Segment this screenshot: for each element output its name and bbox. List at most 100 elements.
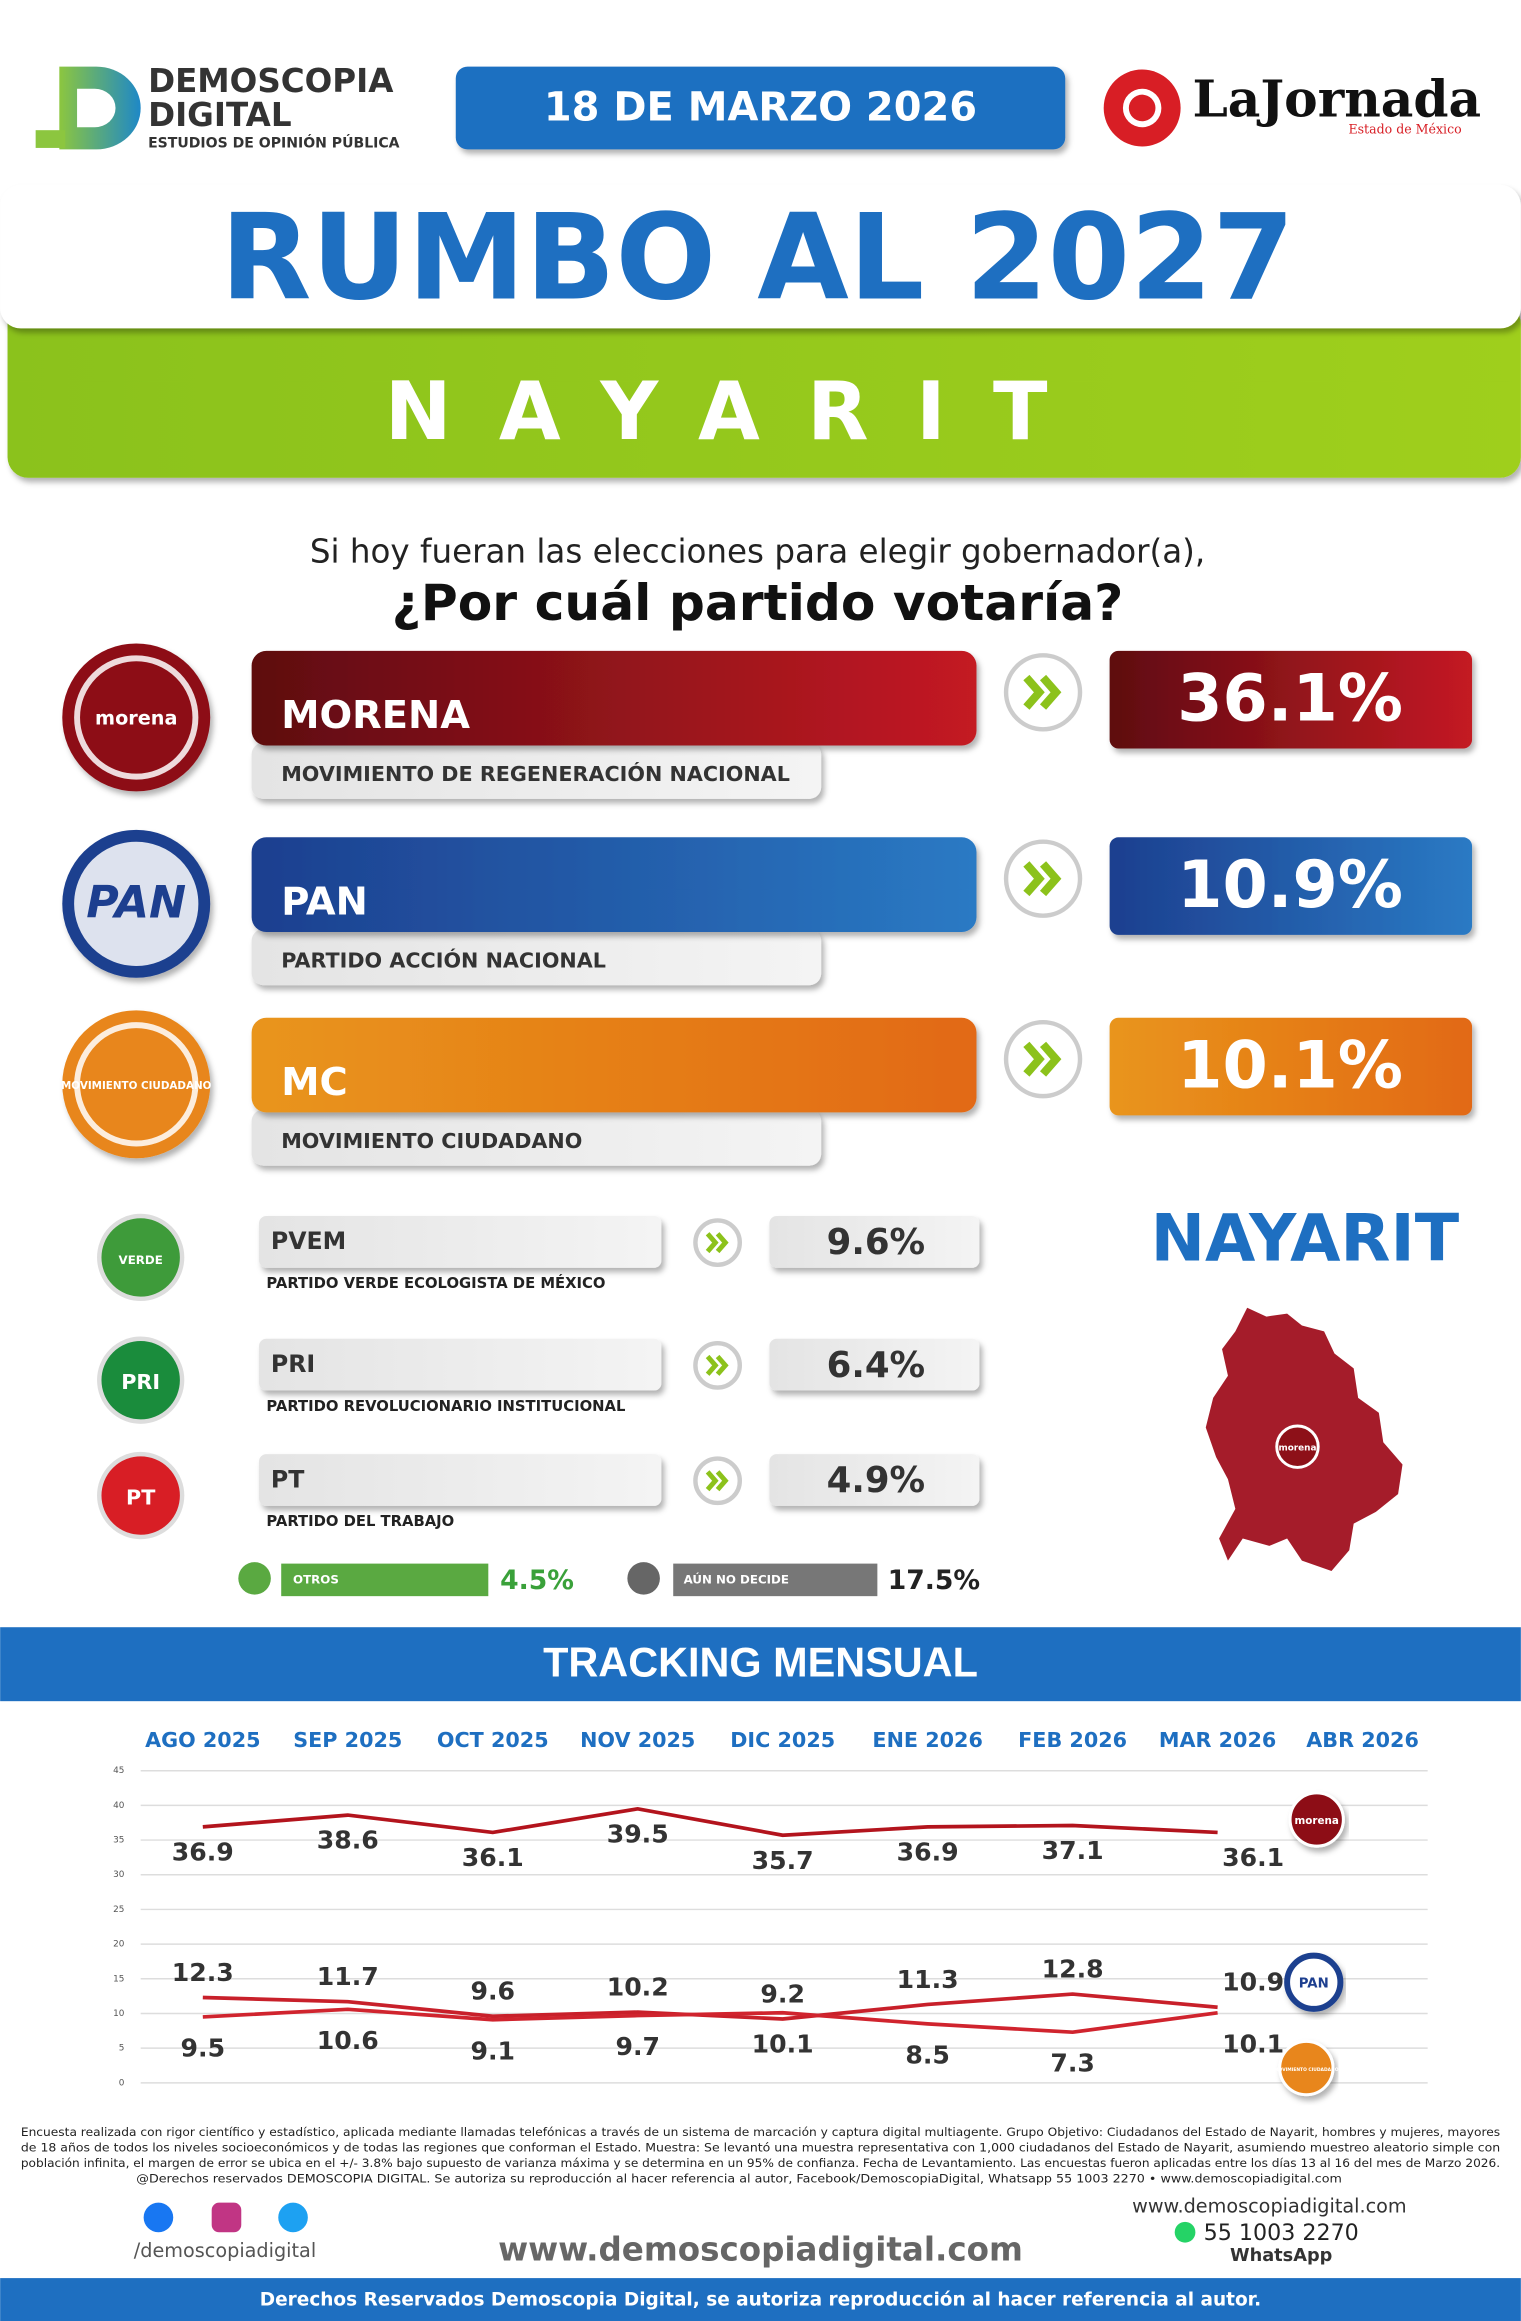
party-bar: [251, 1017, 977, 1113]
data-label: 10.9: [1222, 1968, 1284, 1997]
brand-name: DIGITAL: [148, 96, 291, 134]
party-value: 10.1%: [1177, 1029, 1403, 1104]
party-value: 10.9%: [1177, 848, 1403, 923]
brand-name: DEMOSCOPIA: [148, 62, 394, 100]
party-name: PT: [271, 1465, 305, 1493]
facebook-icon: [143, 2202, 174, 2233]
title: RUMBO AL 2027: [220, 188, 1294, 326]
party-logo-ring: [74, 841, 199, 966]
series-line: [202, 2007, 1218, 2035]
party-full-name: PARTIDO DEL TRABAJO: [266, 1513, 454, 1530]
data-label: 36.1: [1222, 1843, 1284, 1872]
others-label: OTROS: [293, 1572, 339, 1586]
legend-logo: [1278, 2039, 1335, 2097]
value-box: [1109, 837, 1473, 935]
party-subtitle-box: [251, 742, 822, 799]
party-name-box: [259, 1454, 662, 1506]
title-band: [0, 184, 1521, 329]
whatsapp-icon: [1174, 2221, 1196, 2243]
x-tick-label: SEP 2025: [293, 1728, 402, 1752]
data-label: 9.7: [615, 2032, 660, 2061]
methodology: Encuesta realizada con rigor científico …: [21, 2126, 1500, 2186]
question-bold: ¿Por cuál partido votaría?: [392, 573, 1124, 632]
x-tick-label: DIC 2025: [730, 1728, 835, 1752]
party-logo-text: VERDE: [119, 1253, 163, 1267]
party-logo: [62, 1010, 211, 1159]
x-tick-label: ENE 2026: [872, 1728, 982, 1752]
party-logo: [97, 1451, 185, 1540]
arrow-chevrons: [705, 1232, 729, 1254]
y-tick-label: 25: [113, 1905, 124, 1915]
value-box: [769, 1215, 980, 1268]
party-name-box: [259, 1215, 662, 1268]
instagram-icon: [211, 2202, 242, 2233]
data-label: 37.1: [1042, 1836, 1104, 1865]
y-tick-label: 20: [113, 1940, 125, 1950]
party-full-name: MOVIMIENTO CIUDADANO: [281, 1129, 582, 1153]
state: NAYARIT: [385, 365, 1095, 458]
party-subtitle-box: [251, 1109, 822, 1166]
y-tick-label: 10: [113, 2009, 125, 2019]
newspaper-edition: Estado de México: [1348, 122, 1461, 137]
party-bar: [251, 837, 977, 932]
arrow-chevrons: [705, 1470, 729, 1492]
y-tick-label: 5: [119, 2044, 125, 2054]
website: www.demoscopiadigital.com: [498, 2230, 1023, 2268]
undecided-bar: [673, 1563, 878, 1597]
phone: 55 1003 2270: [1204, 2220, 1359, 2246]
party-logo-text: PAN: [86, 877, 186, 928]
party-name: PAN: [281, 879, 368, 924]
legend-label: PAN: [1299, 1977, 1329, 1992]
data-label: 8.5: [905, 2040, 950, 2069]
data-label: 36.9: [897, 1838, 959, 1867]
x-tick-label: MAR 2026: [1159, 1728, 1276, 1752]
arrow-chevrons: [1023, 1041, 1062, 1077]
y-tick-label: 40: [113, 1801, 125, 1811]
data-label: 35.7: [752, 1846, 814, 1875]
brand-tagline: ESTUDIOS DE OPINIÓN PÚBLICA: [148, 133, 400, 151]
x-tick-label: FEB 2026: [1018, 1728, 1127, 1752]
data-label: 7.3: [1050, 2049, 1095, 2078]
arrow-chevrons: [705, 1354, 729, 1376]
x-tick-label: OCT 2025: [437, 1728, 549, 1752]
data-label: 10.1: [752, 2029, 814, 2058]
y-tick-label: 45: [113, 1766, 124, 1776]
legend-label: MOVIMIENTO CIUDADANO: [1274, 2067, 1339, 2073]
party-value: 9.6%: [827, 1222, 925, 1263]
data-label: 36.9: [172, 1838, 234, 1867]
undecided-value: 17.5%: [888, 1565, 980, 1596]
x-tick-label: ABR 2026: [1306, 1728, 1419, 1752]
map-label: NAYARIT: [1151, 1202, 1460, 1277]
data-label: 9.2: [760, 1979, 805, 2008]
x-tick-label: NOV 2025: [580, 1728, 695, 1752]
party-subtitle-box: [251, 928, 822, 986]
rights-bar: [0, 2278, 1521, 2321]
data-label: 12.8: [1042, 1954, 1104, 1983]
value-box: [1109, 650, 1473, 749]
methodology-line: Encuesta realizada con rigor científico …: [21, 2126, 1500, 2139]
others-value: 4.5%: [500, 1565, 574, 1596]
data-label: 10.1: [1222, 2029, 1284, 2058]
newspaper-name: LaJornada: [1192, 70, 1481, 129]
legend-label: morena: [1295, 1815, 1339, 1827]
map-logo: [1275, 1424, 1320, 1469]
data-label: 39.5: [607, 1819, 669, 1848]
others-bar: [281, 1563, 489, 1597]
party-logo-text: PT: [126, 1486, 156, 1510]
methodology-line: @Derechos reservados DEMOSCOPIA DIGITAL.…: [136, 2173, 1342, 2186]
party-logo-text: PRI: [121, 1370, 160, 1394]
data-label: 10.6: [317, 2026, 379, 2055]
methodology-line: población infinita, el margen de error s…: [21, 2157, 1500, 2170]
state-band: [7, 303, 1521, 478]
undecided-label: AÚN NO DECIDE: [684, 1571, 789, 1586]
legend-logo: [1284, 1952, 1344, 2012]
data-label: 38.6: [317, 1826, 379, 1855]
tracking-header: [0, 1627, 1521, 1702]
map-logo-text: morena: [1278, 1444, 1316, 1454]
party-name: MORENA: [281, 693, 470, 738]
value-box: [769, 1338, 980, 1391]
party-logo-ring: [74, 1022, 199, 1147]
value-box: [1109, 1017, 1473, 1116]
